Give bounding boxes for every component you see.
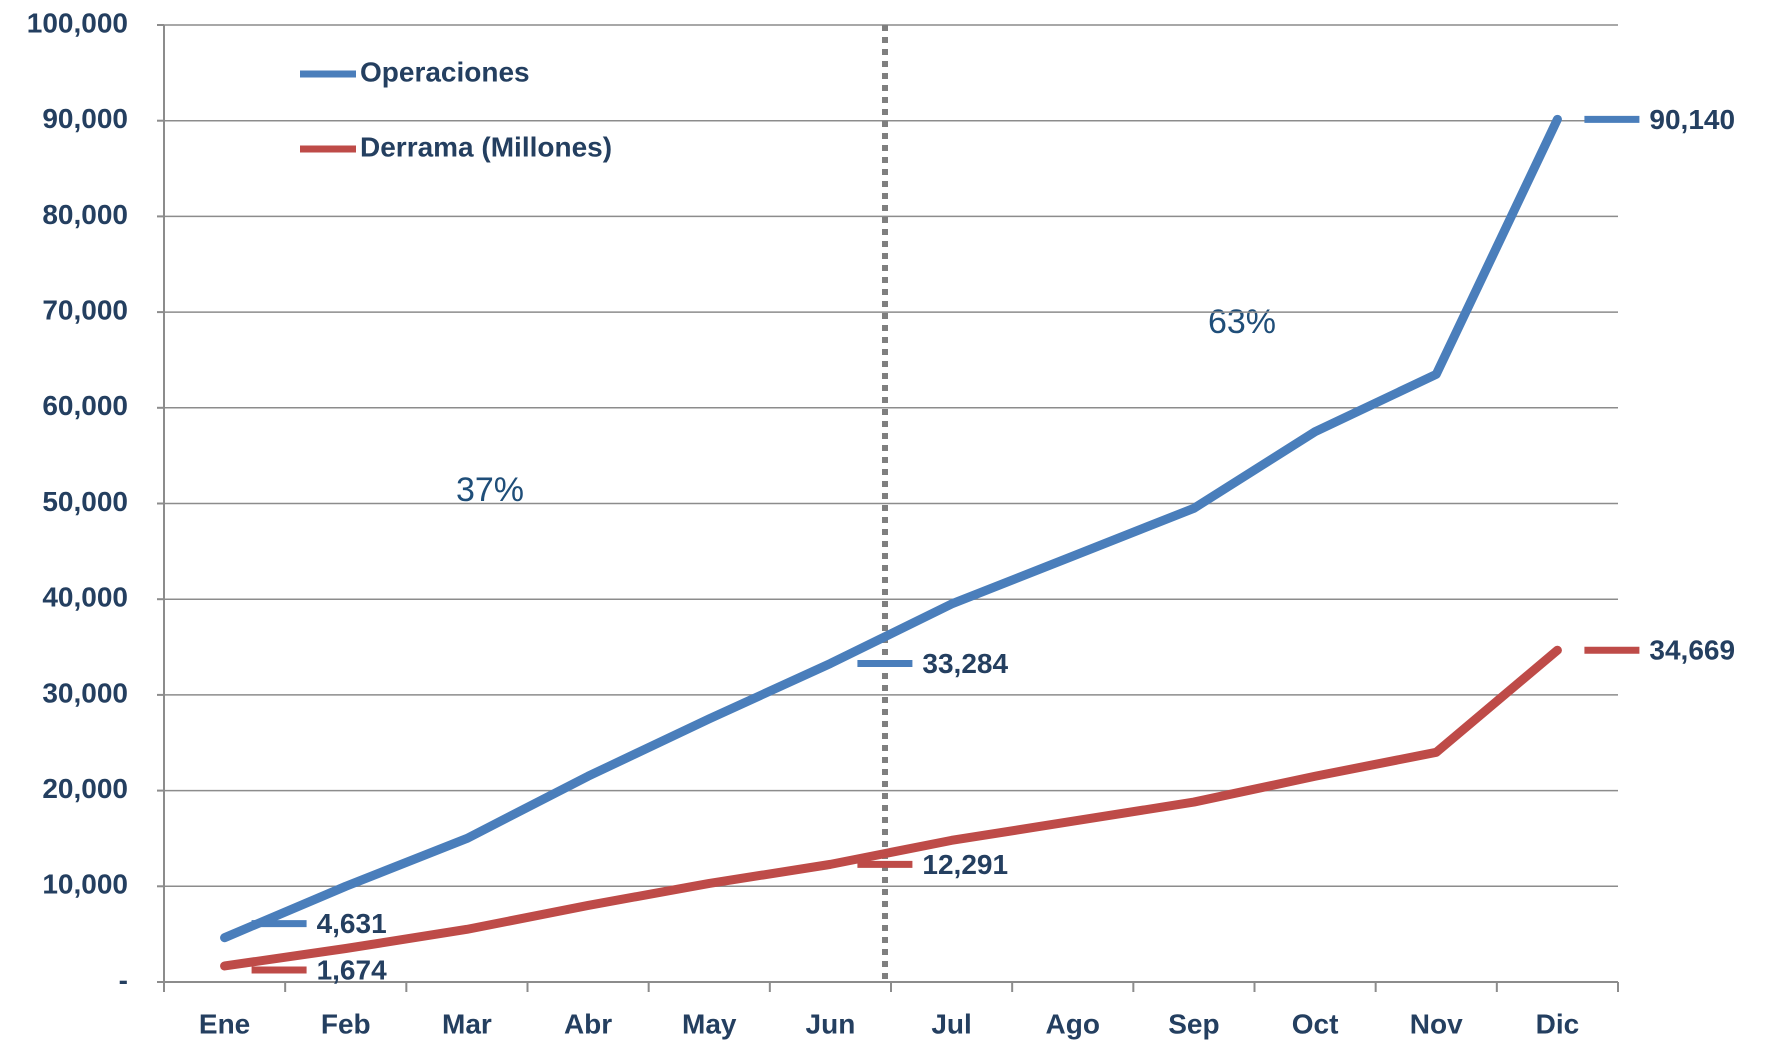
data-label: 12,291 (922, 849, 1008, 880)
data-label: 33,284 (922, 648, 1008, 679)
x-tick-label: Oct (1292, 1008, 1339, 1039)
y-tick-label: 20,000 (42, 773, 128, 804)
x-tick-label: Jul (931, 1008, 971, 1039)
x-tick-label: Sep (1168, 1008, 1219, 1039)
x-tick-label: Feb (321, 1008, 371, 1039)
data-label: 90,140 (1649, 104, 1735, 135)
y-tick-label: 50,000 (42, 486, 128, 517)
x-tick-label: Abr (564, 1008, 612, 1039)
y-tick-label: 100,000 (27, 7, 128, 38)
y-tick-label: 30,000 (42, 677, 128, 708)
x-tick-label: Nov (1410, 1008, 1463, 1039)
x-tick-label: May (682, 1008, 737, 1039)
annotation: 63% (1208, 303, 1276, 341)
series-line (220, 114, 1562, 943)
data-label: 4,631 (317, 908, 387, 939)
x-tick-label: Dic (1536, 1008, 1580, 1039)
y-tick-label: - (119, 964, 128, 995)
data-label: 34,669 (1649, 635, 1735, 666)
x-tick-label: Mar (442, 1008, 492, 1039)
y-tick-label: 10,000 (42, 869, 128, 900)
annotation: 37% (456, 471, 524, 509)
y-tick-label: 90,000 (42, 103, 128, 134)
data-label: 1,674 (317, 954, 387, 985)
series-line (220, 645, 1562, 971)
y-tick-label: 80,000 (42, 199, 128, 230)
y-tick-label: 60,000 (42, 390, 128, 421)
y-tick-label: 40,000 (42, 582, 128, 613)
legend-label: Operaciones (360, 56, 530, 87)
y-tick-label: 70,000 (42, 294, 128, 325)
x-tick-label: Jun (806, 1008, 856, 1039)
x-tick-label: Ago (1046, 1008, 1100, 1039)
legend-label: Derrama (Millones) (360, 131, 612, 162)
x-tick-label: Ene (199, 1008, 250, 1039)
